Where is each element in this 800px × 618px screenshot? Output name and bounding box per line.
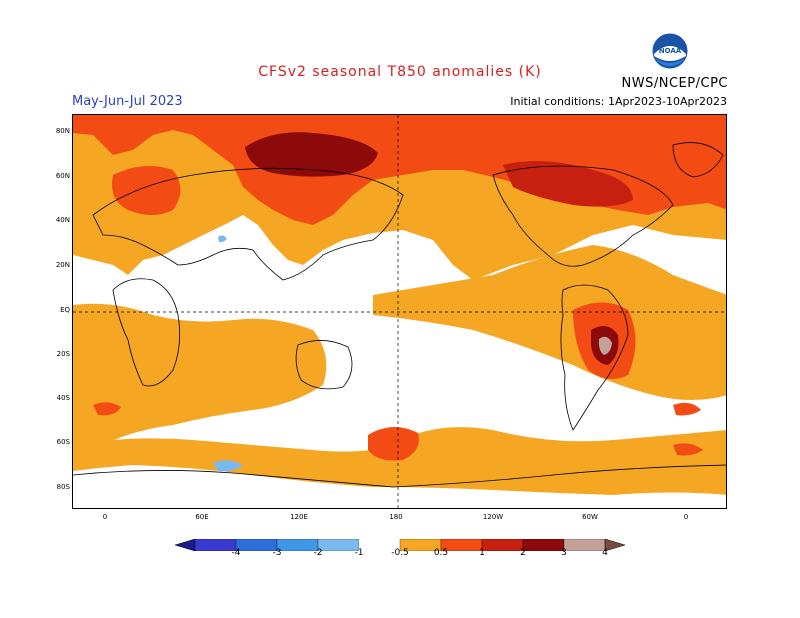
agency-label: NWS/NCEP/CPC [621,76,728,91]
y-tick-20s: 20S [56,350,70,358]
colorbar-tick-label: -0.5 [391,548,409,558]
anom-neg-asia [218,235,227,243]
colorbar-tick-label: -2 [313,548,323,558]
x-tick-0-east: 0 [683,513,689,521]
colorbar-swatch [235,538,278,552]
anom-pacific-orange [373,245,726,400]
colorbar-tick-label: -1 [354,548,364,558]
y-tick-80n: 80N [55,127,70,135]
anom-southpac-red [368,426,419,461]
y-tick-20n: 20N [55,261,70,269]
map-title: CFSv2 seasonal T850 anomalies (K) [258,64,542,80]
y-tick-60s: 60S [56,438,70,446]
x-tick-120w: 120W [482,513,504,521]
y-tick-60n: 60N [55,172,70,180]
colorbar-tick-label: -3 [272,548,282,558]
anom-se-red [673,443,703,456]
colorbar-tick-label: 3 [561,548,567,558]
anom-canada-darkred [503,161,633,207]
colorbar-swatch [194,538,237,552]
colorbar-swatch [522,538,565,552]
colorbar-swatch [481,538,524,552]
anomaly-fills [73,115,726,495]
colorbar [174,536,626,555]
x-tick-0: 0 [102,513,108,521]
x-tick-120e: 120E [290,513,308,521]
anom-neg-antarctica [213,460,243,472]
anom-satl-red [673,402,701,416]
anom-brazil-max [598,336,612,355]
initial-conditions: Initial conditions: 1Apr2023-10Apr2023 [510,95,727,108]
reference-lines [73,115,726,508]
x-tick-60e: 60E [195,513,209,521]
forecast-period: May-Jun-Jul 2023 [72,94,183,109]
anom-sio-red [93,402,121,416]
anomaly-map [72,114,727,509]
noaa-logo: NOAA [651,32,689,70]
colorbar-tick-label: 2 [520,548,526,558]
anom-siberia-darkred [245,132,378,177]
coastlines [73,142,726,488]
colorbar-svg [174,538,626,552]
colorbar-tick-label: 4 [602,548,608,558]
anom-europe-red [112,166,181,215]
x-tick-180: 180 [389,513,403,521]
x-tick-60w: 60W [582,513,598,521]
colorbar-swatch [563,538,606,552]
y-tick-80s: 80S [56,483,70,491]
y-tick-eq: EQ [60,306,70,314]
colorbar-arrow-low [174,538,196,552]
colorbar-swatch [359,539,400,551]
anom-indian-orange [73,303,327,448]
colorbar-tick-label: 1 [479,548,485,558]
colorbar-tick-label: 0.5 [433,548,449,558]
y-tick-40s: 40S [56,394,70,402]
anom-south-orange [73,427,726,495]
colorbar-swatch [317,538,360,552]
colorbar-arrow-high [604,538,626,552]
svg-text:NOAA: NOAA [659,47,682,55]
colorbar-swatch [276,538,319,552]
colorbar-tick-label: -4 [231,548,241,558]
y-tick-40n: 40N [55,216,70,224]
